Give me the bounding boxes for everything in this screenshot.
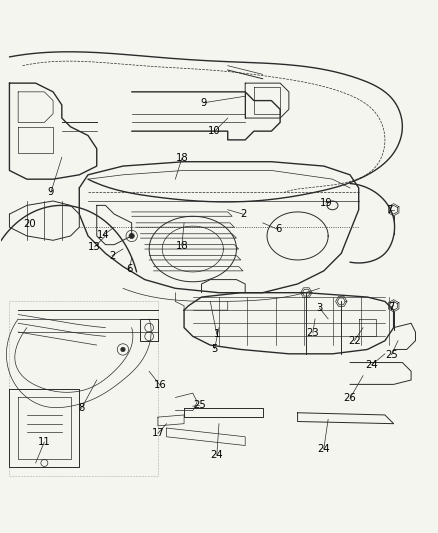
Text: 8: 8 bbox=[78, 403, 85, 414]
Text: 2: 2 bbox=[109, 251, 115, 261]
Text: 26: 26 bbox=[343, 393, 357, 403]
Text: 6: 6 bbox=[126, 264, 133, 273]
Text: 24: 24 bbox=[211, 450, 223, 460]
Text: 20: 20 bbox=[23, 219, 35, 229]
Text: 18: 18 bbox=[176, 153, 188, 163]
Text: 24: 24 bbox=[365, 360, 378, 370]
Text: 25: 25 bbox=[193, 400, 206, 410]
Text: 3: 3 bbox=[316, 303, 322, 313]
Text: 23: 23 bbox=[307, 328, 319, 338]
Text: 11: 11 bbox=[38, 437, 51, 447]
Text: 22: 22 bbox=[348, 336, 361, 346]
Text: 17: 17 bbox=[152, 429, 164, 438]
Text: 25: 25 bbox=[385, 350, 398, 360]
Text: 1: 1 bbox=[214, 329, 220, 339]
Text: 2: 2 bbox=[240, 209, 246, 219]
Text: 9: 9 bbox=[48, 187, 54, 197]
Text: 18: 18 bbox=[176, 240, 188, 251]
Text: 7: 7 bbox=[386, 205, 392, 215]
Text: 7: 7 bbox=[388, 302, 395, 312]
Circle shape bbox=[129, 233, 134, 239]
Text: 10: 10 bbox=[208, 126, 221, 136]
Text: 6: 6 bbox=[275, 224, 281, 235]
Text: 24: 24 bbox=[318, 444, 330, 454]
Circle shape bbox=[121, 348, 125, 352]
Text: 14: 14 bbox=[97, 230, 110, 240]
Text: 13: 13 bbox=[88, 242, 101, 252]
Text: 9: 9 bbox=[201, 98, 207, 108]
Text: 19: 19 bbox=[320, 198, 332, 208]
Text: 5: 5 bbox=[212, 344, 218, 353]
Text: 16: 16 bbox=[154, 380, 166, 390]
